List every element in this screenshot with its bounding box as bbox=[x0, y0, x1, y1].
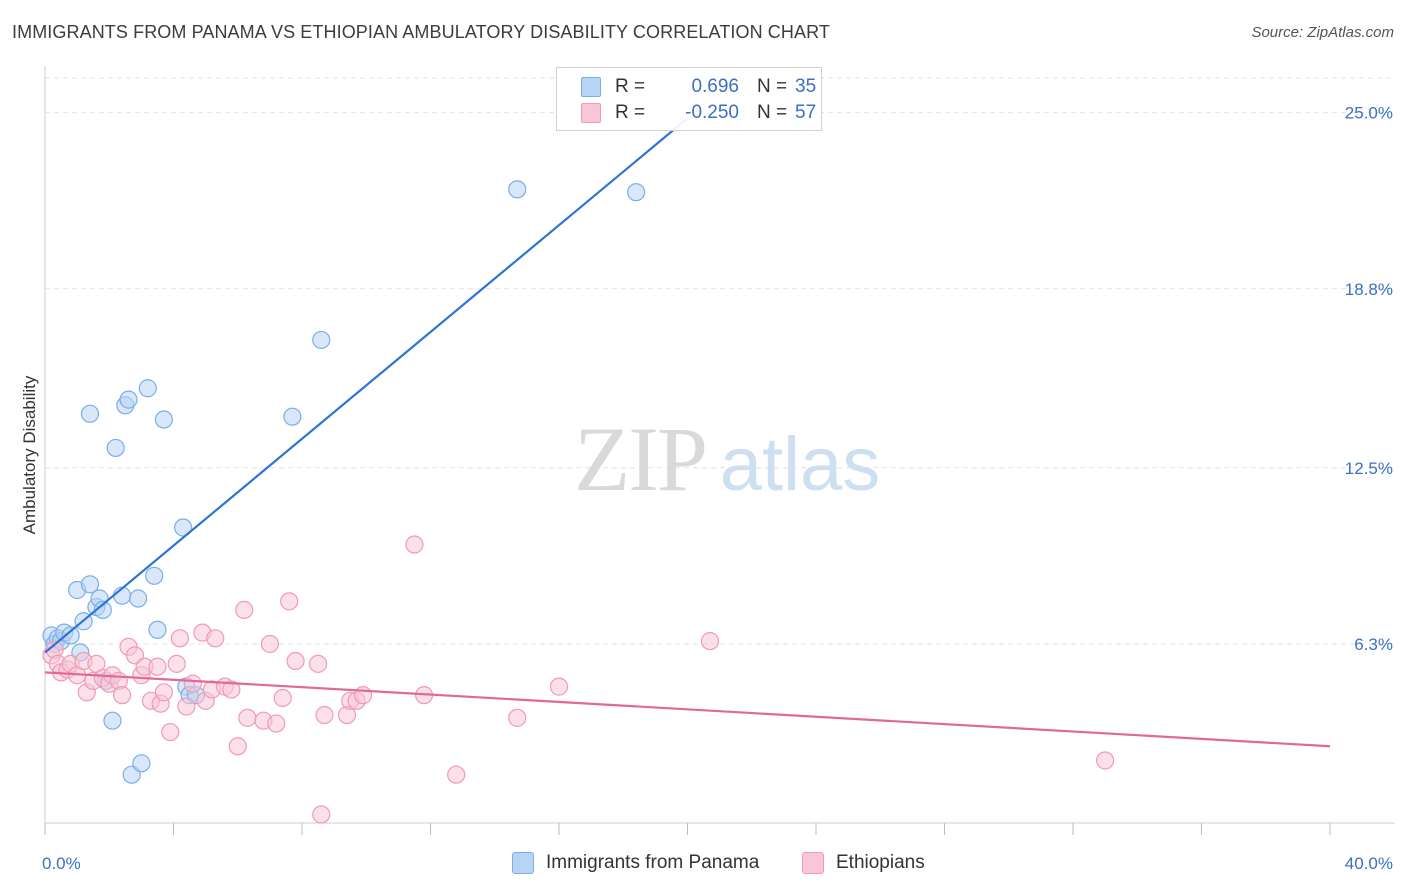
r-value: -0.250 bbox=[685, 102, 739, 123]
y-tick-label: 6.3% bbox=[1354, 635, 1393, 654]
point-ethiopians bbox=[508, 708, 527, 727]
point-ethiopians bbox=[235, 600, 254, 619]
point-ethiopians bbox=[148, 657, 167, 676]
point-ethiopians bbox=[1096, 751, 1115, 770]
series-ethiopians-points bbox=[42, 535, 1115, 824]
trend-line-ethiopians bbox=[44, 671, 1331, 748]
point-ethiopians bbox=[312, 805, 331, 824]
point-panama bbox=[80, 404, 100, 423]
x-tick-label-min: 0.0% bbox=[42, 854, 81, 873]
gridlines bbox=[45, 77, 1395, 645]
x-tick-label-max: 40.0% bbox=[1345, 854, 1393, 873]
trend-lines bbox=[44, 117, 1331, 748]
point-panama bbox=[106, 438, 125, 458]
point-panama bbox=[154, 410, 173, 429]
y-tick-label: 25.0% bbox=[1345, 104, 1393, 123]
legend-item-ethiopians[interactable]: Ethiopians bbox=[802, 852, 925, 874]
r-label: R = bbox=[615, 76, 646, 97]
point-ethiopians bbox=[405, 535, 424, 554]
watermark-zip: ZIP bbox=[574, 408, 706, 510]
point-ethiopians bbox=[161, 722, 180, 742]
point-panama bbox=[283, 407, 302, 426]
data-points bbox=[42, 180, 1115, 824]
y-axis-label: Ambulatory Disability bbox=[20, 375, 39, 534]
point-panama bbox=[145, 566, 164, 585]
point-ethiopians bbox=[308, 654, 328, 673]
point-ethiopians bbox=[700, 632, 720, 651]
point-ethiopians bbox=[549, 677, 569, 696]
point-ethiopians bbox=[238, 708, 257, 727]
n-label: N = bbox=[757, 102, 788, 123]
n-value: 57 bbox=[795, 102, 817, 123]
point-ethiopians bbox=[177, 697, 196, 716]
r-value: 0.696 bbox=[691, 76, 739, 97]
trend-line-panama bbox=[44, 117, 689, 654]
legend-swatch-panama bbox=[581, 77, 601, 97]
point-ethiopians bbox=[183, 674, 202, 693]
r-label: R = bbox=[615, 102, 646, 123]
legend-item-panama[interactable]: Immigrants from Panama bbox=[512, 852, 759, 874]
point-ethiopians bbox=[280, 592, 299, 611]
point-panama bbox=[119, 390, 138, 409]
watermark-atlas: atlas bbox=[720, 422, 881, 507]
point-panama bbox=[174, 518, 193, 537]
legend-swatch-ethiopians bbox=[581, 103, 601, 123]
stats-legend-row-ethiopians: R = -0.250 N = 57 bbox=[581, 101, 816, 125]
y-tick-label: 12.5% bbox=[1345, 459, 1393, 478]
point-ethiopians bbox=[112, 686, 132, 705]
point-ethiopians bbox=[315, 705, 334, 725]
point-ethiopians bbox=[206, 629, 225, 648]
point-ethiopians bbox=[353, 686, 373, 705]
legend-label-panama: Immigrants from Panama bbox=[546, 852, 760, 873]
chart-title: IMMIGRANTS FROM PANAMA VS ETHIOPIAN AMBU… bbox=[12, 22, 830, 42]
stats-legend: R = 0.696 N = 35 R = -0.250 N = 57 bbox=[556, 67, 822, 131]
point-ethiopians bbox=[447, 765, 466, 784]
point-panama bbox=[103, 711, 122, 730]
point-ethiopians bbox=[260, 634, 279, 654]
point-panama bbox=[61, 626, 80, 645]
series-legend: Immigrants from Panama Ethiopians bbox=[0, 852, 1406, 878]
point-ethiopians bbox=[286, 651, 305, 671]
n-value: 35 bbox=[795, 76, 817, 97]
legend-swatch-panama bbox=[512, 852, 534, 874]
point-ethiopians bbox=[170, 629, 190, 648]
point-ethiopians bbox=[267, 714, 286, 733]
y-tick-label: 18.8% bbox=[1345, 280, 1393, 299]
point-panama bbox=[312, 330, 331, 350]
point-panama bbox=[626, 183, 646, 202]
point-panama bbox=[132, 754, 151, 773]
axes bbox=[44, 66, 1395, 835]
point-panama bbox=[80, 575, 100, 594]
point-panama bbox=[508, 180, 527, 199]
legend-label-ethiopians: Ethiopians bbox=[836, 852, 925, 873]
point-ethiopians bbox=[167, 654, 186, 673]
stats-legend-row-panama: R = 0.696 N = 35 bbox=[581, 75, 816, 99]
point-ethiopians bbox=[228, 737, 247, 756]
tick-labels: 6.3% 12.5% 18.8% 25.0% 0.0% 40.0% bbox=[42, 104, 1393, 873]
point-ethiopians bbox=[273, 688, 292, 708]
point-panama bbox=[138, 379, 157, 398]
point-panama bbox=[148, 620, 167, 639]
chart-source: Source: ZipAtlas.com bbox=[1251, 24, 1394, 41]
point-ethiopians bbox=[222, 680, 241, 699]
point-panama bbox=[129, 589, 148, 608]
n-label: N = bbox=[757, 76, 788, 97]
legend-swatch-ethiopians bbox=[802, 852, 824, 874]
watermark: ZIP atlas bbox=[574, 408, 880, 510]
point-ethiopians bbox=[154, 683, 173, 702]
point-panama bbox=[93, 600, 112, 619]
